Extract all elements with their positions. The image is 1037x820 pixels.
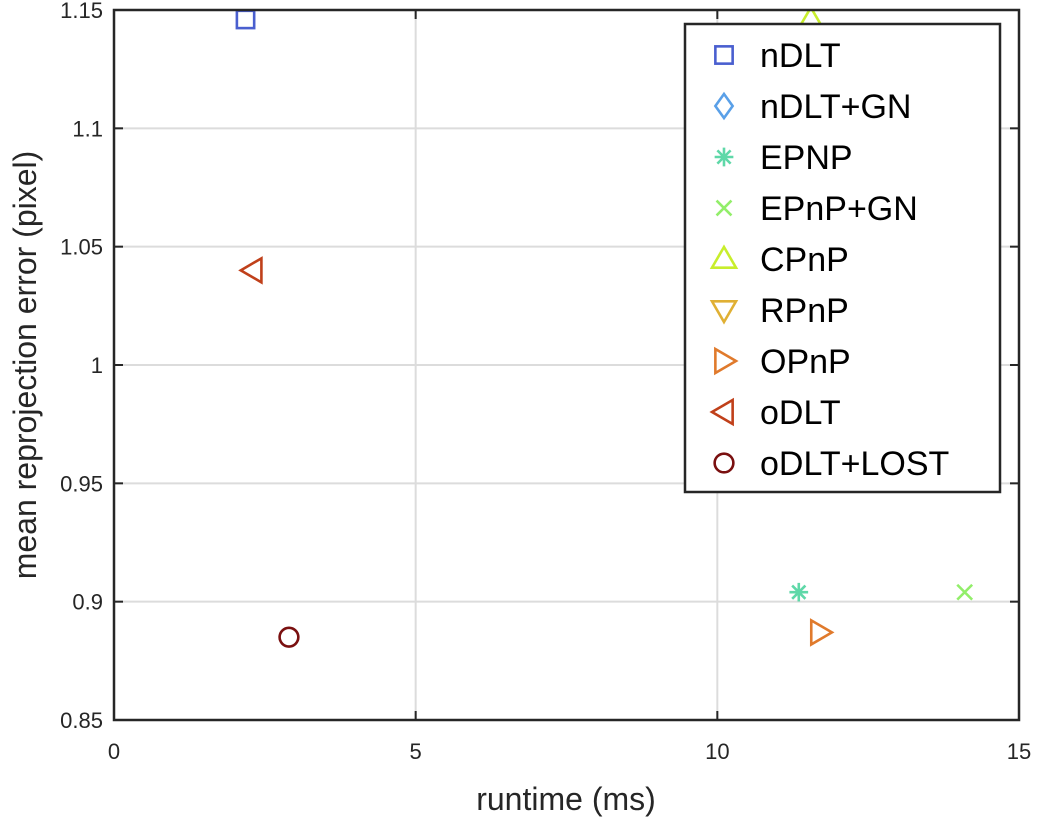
y-tick-label: 0.85 xyxy=(60,708,103,733)
legend-marker xyxy=(714,346,739,376)
data-point xyxy=(238,256,263,285)
legend: nDLT nDLT+GN EPNP EPnP+GN CPnP RPnP OPnP oDLT oD… xyxy=(683,22,1002,494)
legend-marker xyxy=(715,199,733,217)
legend-label: EPNP xyxy=(760,139,853,177)
legend-marker xyxy=(714,45,734,65)
x-axis-label: runtime (ms) xyxy=(476,781,656,817)
y-tick-label: 1 xyxy=(91,353,103,378)
x-tick-label: 15 xyxy=(1007,739,1031,764)
legend-marker xyxy=(713,452,735,474)
y-axis-label: mean reprojection error (pixel) xyxy=(7,151,43,580)
legend-label: OPnP xyxy=(760,343,851,381)
y-tick-label: 0.95 xyxy=(60,471,103,496)
legend-label: nDLT xyxy=(760,37,841,75)
data-point xyxy=(789,582,809,602)
legend-marker xyxy=(709,300,739,325)
legend-label: nDLT+GN xyxy=(760,88,911,126)
x-tick-labels: 0 5 10 15 xyxy=(108,739,1031,764)
legend-label: EPnP+GN xyxy=(760,190,918,228)
legend-marker xyxy=(709,244,739,269)
y-tick-label: 1.15 xyxy=(60,0,103,23)
plot-frame xyxy=(112,8,1021,722)
x-tick-label: 10 xyxy=(705,739,729,764)
legend-box xyxy=(683,22,1002,494)
x-tick-label: 0 xyxy=(108,739,120,764)
data-point xyxy=(809,618,835,647)
y-tick-label: 0.9 xyxy=(72,590,103,615)
y-tick-label: 1.05 xyxy=(60,235,103,260)
data-point xyxy=(278,626,300,648)
y-tick-label: 1.1 xyxy=(72,116,103,141)
legend-label: CPnP xyxy=(760,241,849,279)
legend-label: oDLT xyxy=(760,394,841,432)
legend-marker xyxy=(709,397,734,427)
y-tick-labels: 0.85 0.9 0.95 1 1.05 1.1 1.15 xyxy=(60,0,103,733)
data-point xyxy=(956,583,974,601)
legend-label: oDLT+LOST xyxy=(760,445,949,483)
legend-label: RPnP xyxy=(760,292,849,330)
legend-marker xyxy=(713,91,735,121)
legend-marker xyxy=(714,147,734,167)
x-tick-label: 5 xyxy=(410,739,422,764)
